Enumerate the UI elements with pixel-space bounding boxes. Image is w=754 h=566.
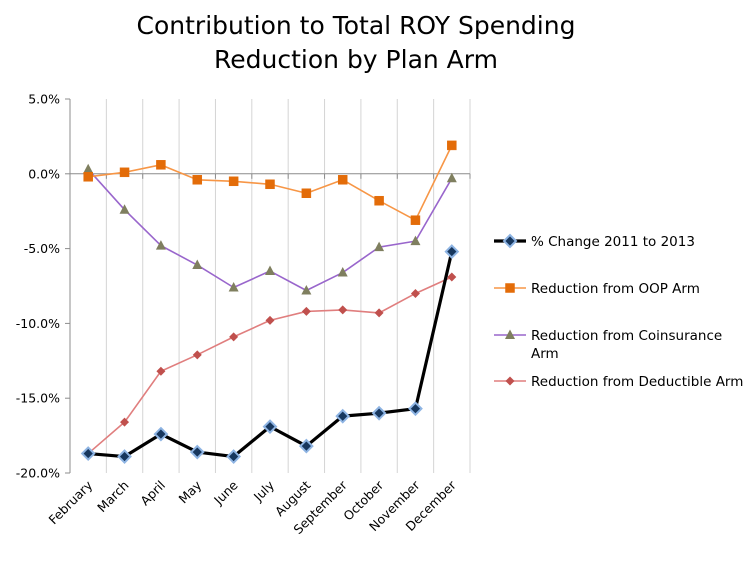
data-point (374, 195, 384, 206)
series (80, 140, 460, 464)
legend-item: Reduction from Coinsurance Arm (494, 328, 722, 362)
data-point (337, 175, 348, 185)
series-0 (80, 244, 460, 464)
data-point (371, 405, 387, 421)
data-point (265, 179, 275, 190)
y-tick-label: -10.0% (16, 316, 60, 331)
data-point (192, 350, 202, 360)
data-point (338, 305, 348, 315)
chart-title: Contribution to Total ROY Spending Reduc… (137, 11, 576, 74)
data-point (226, 449, 242, 464)
data-point (374, 241, 385, 252)
data-point (192, 175, 203, 185)
data-point (265, 265, 275, 276)
data-point (156, 160, 166, 170)
legend-label: Reduction from Coinsurance (531, 328, 722, 344)
x-tick-label: July (250, 477, 278, 505)
data-point (262, 419, 278, 435)
data-point (335, 408, 351, 424)
series-1 (83, 140, 457, 225)
legend-swatch-marker (502, 233, 518, 249)
y-tick-label: -20.0% (16, 466, 60, 481)
legend-swatch-marker (505, 329, 515, 339)
data-point (80, 446, 96, 461)
data-point (155, 240, 166, 250)
data-point (301, 306, 311, 316)
data-point (447, 140, 457, 151)
legend-label: % Change 2011 to 2013 (531, 234, 695, 250)
data-point (119, 167, 130, 178)
series-3 (83, 272, 457, 459)
data-point (265, 315, 275, 325)
data-point (446, 172, 457, 183)
data-point (298, 438, 314, 454)
legend-swatch-marker (505, 376, 515, 386)
data-point (117, 449, 132, 464)
data-point (192, 259, 203, 270)
data-point (447, 272, 457, 282)
legend-label: Reduction from OOP Arm (531, 281, 700, 297)
data-point (156, 366, 166, 376)
axes: 5.0%0.0%-5.0%-10.0%-15.0%-20.0%FebruaryM… (16, 92, 471, 537)
legend: % Change 2011 to 2013 Reduction from OOP … (494, 233, 743, 390)
data-point (408, 401, 423, 417)
legend-item: % Change 2011 to 2013 (494, 233, 695, 250)
data-point (189, 444, 205, 460)
legend-label: Arm (531, 346, 559, 362)
data-point (444, 244, 460, 260)
data-point (228, 281, 239, 292)
chart-title-line-1: Contribution to Total ROY Spending (137, 11, 576, 40)
data-point (228, 176, 239, 187)
chart-title-line-2: Reduction by Plan Arm (214, 45, 498, 74)
data-point (119, 204, 130, 214)
y-tick-label: -5.0% (24, 241, 60, 256)
x-tick-label: March (94, 478, 132, 516)
y-tick-label: 5.0% (28, 92, 60, 107)
gridlines (105, 99, 471, 473)
x-tick-label: February (46, 477, 96, 527)
data-point (229, 332, 239, 342)
series-2 (83, 163, 457, 295)
legend-item: Reduction from OOP Arm (494, 281, 700, 297)
data-point (301, 284, 312, 295)
data-point (120, 417, 130, 427)
data-point (83, 163, 94, 174)
y-tick-label: -15.0% (16, 391, 60, 406)
data-point (153, 426, 169, 442)
data-point (301, 188, 312, 198)
data-point (83, 172, 93, 182)
legend-item: Reduction from Deductible Arm (494, 374, 743, 390)
x-tick-label: April (137, 478, 168, 509)
legend-label: Reduction from Deductible Arm (531, 374, 743, 390)
data-point (337, 267, 348, 277)
data-point (374, 308, 384, 318)
x-tick-label: May (176, 477, 205, 506)
data-point (410, 235, 421, 246)
data-point (410, 215, 421, 225)
x-tick-label: June (210, 477, 241, 508)
legend-swatch-marker (505, 283, 515, 293)
data-point (410, 288, 420, 298)
y-tick-label: 0.0% (28, 166, 60, 181)
